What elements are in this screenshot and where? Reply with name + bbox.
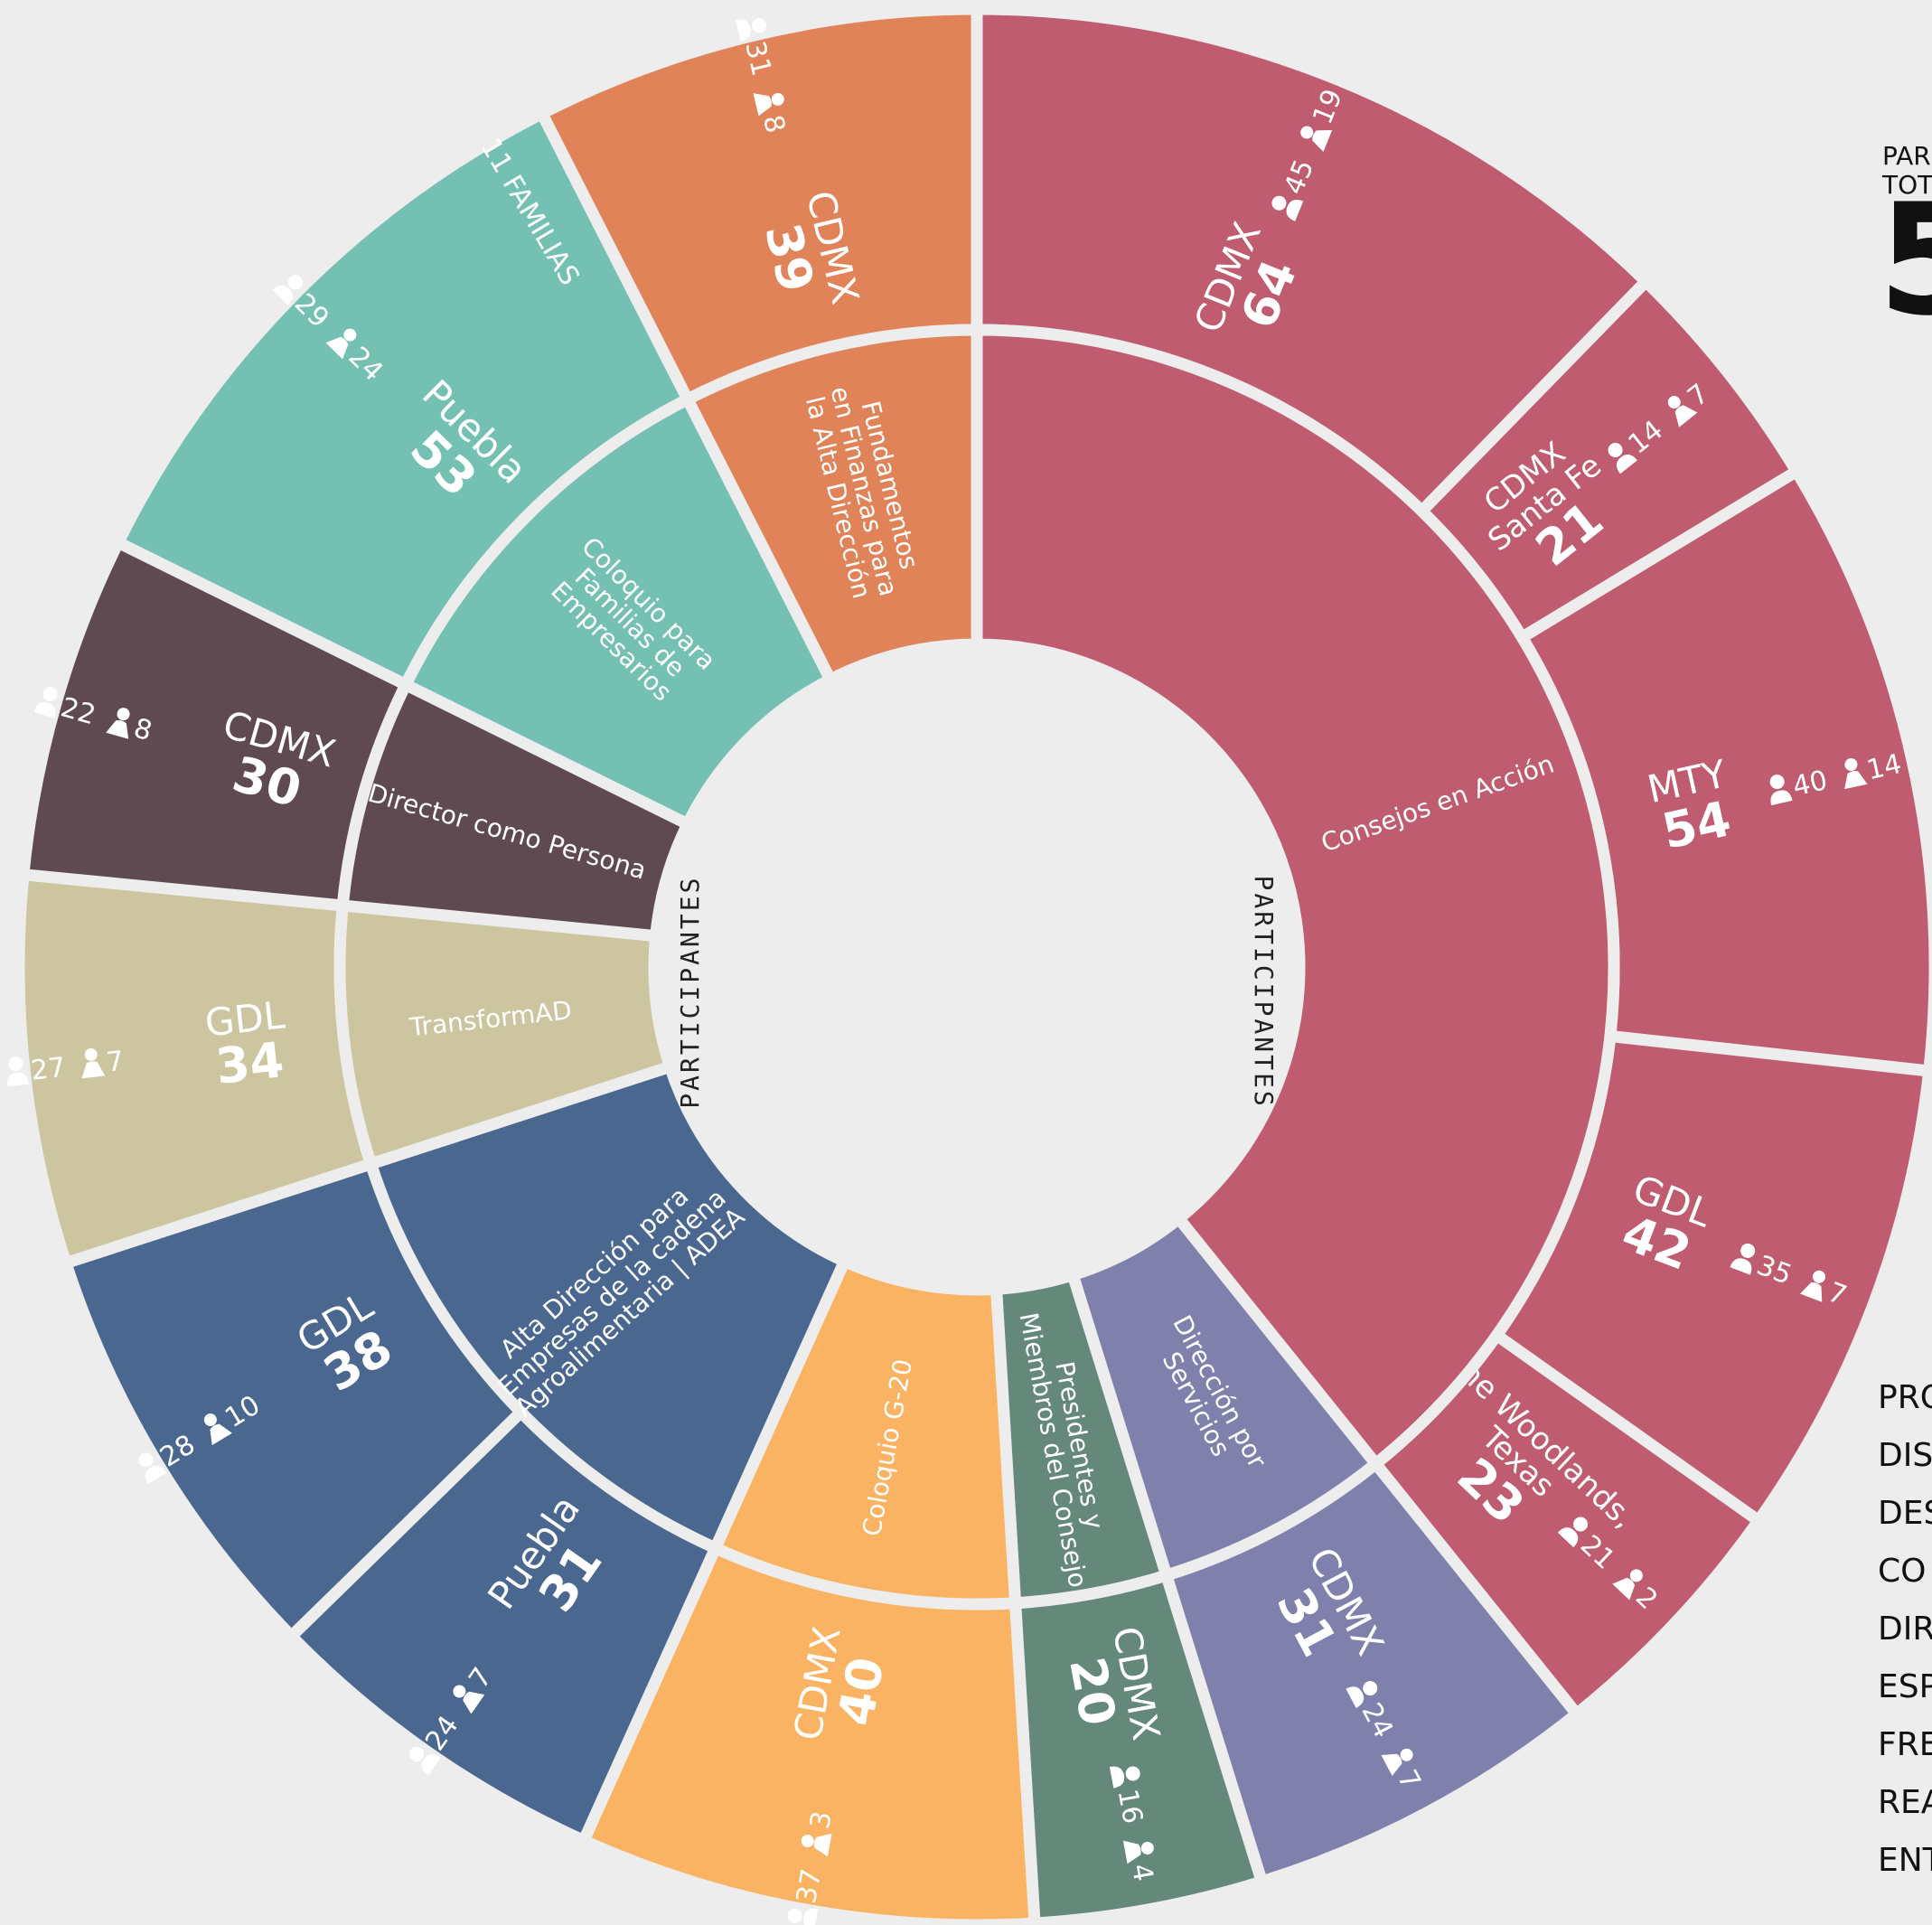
woman-icon-head [1400,1748,1413,1761]
woman-icon-head [203,1413,217,1427]
woman-icon-head [343,328,357,342]
woman-icon-body [1312,129,1333,153]
location-name: GDL [202,992,287,1045]
location-label-group: GDL34 [202,992,293,1096]
man-icon-head [1271,195,1287,211]
woman-icon-head [801,1835,814,1848]
location-value: 34 [212,1031,286,1095]
location-label: CDMX20 [1055,1623,1169,1753]
inner-segment [971,324,1620,1472]
woman-icon-body [106,719,129,739]
woman-icon-body [325,336,349,360]
woman-icon-body [1799,1282,1823,1302]
man-icon-head [8,1056,23,1072]
location-value: 20 [1059,1653,1128,1730]
side-label: PAR [1882,141,1931,171]
man-icon-body [33,702,56,718]
woman-icon-body [1122,1840,1141,1864]
women-count: 7 [105,1046,126,1079]
man-icon-body [1109,1766,1125,1789]
inner-segment [680,324,983,688]
man-icon-head [138,1452,154,1468]
man-icon-head [1363,1681,1378,1696]
counts: 164 [1109,1766,1159,1884]
men-count: 37 [791,1866,828,1906]
man-icon-body [1557,1527,1579,1548]
woman-icon-body [753,93,772,117]
woman-icon-head [84,1047,98,1061]
man-icon-body [1346,1686,1365,1708]
man-icon-head [1608,443,1623,458]
man-icon-body [1770,790,1793,806]
woman-icon-head [1300,126,1314,139]
legend-item: DES [1878,1495,1932,1532]
women-count: 14 [1864,748,1905,786]
location-value: 40 [827,1653,896,1730]
woman-icon-body [813,1833,832,1857]
woman-icon-head [1813,1270,1826,1283]
man-icon-head [1740,1243,1756,1258]
woman-icon-body [1612,1577,1636,1601]
legend-item: DIS [1878,1437,1932,1474]
woman-icon-head [1844,757,1858,771]
man-icon-body [1730,1258,1752,1275]
counts: 40 14 [1769,748,1905,806]
man-icon-body [421,1754,441,1776]
inner-segment [363,1059,853,1556]
man-icon-head [42,687,58,702]
counts: 27 7 [6,1046,126,1087]
man-icon-body [145,1465,167,1485]
side-value: 5 [1878,171,1932,350]
woman-icon-head [453,1685,466,1698]
woman-icon-head [771,92,784,106]
man-icon-head [787,1908,802,1923]
counts: 373 [787,1808,839,1925]
man-icon-head [1573,1517,1589,1532]
woman-icon-body [1674,405,1698,427]
man-icon-head [1125,1766,1140,1781]
man-icon-head [409,1746,425,1761]
legend-item: CO [1878,1553,1926,1590]
legend-item: REA [1878,1784,1932,1821]
man-icon-body [736,19,751,42]
legend-item: ESP [1878,1668,1932,1705]
man-icon-body [272,285,293,305]
woman-icon-body [1381,1753,1402,1776]
men-count: 40 [1790,765,1831,803]
man-icon-head [1769,775,1785,790]
location-label: GDL34 [202,992,293,1096]
woman-icon-head [117,708,130,721]
legend-item: ENT [1878,1842,1932,1879]
side-label: TOT [1881,170,1932,200]
legend-item: PRO [1878,1379,1932,1416]
woman-icon-head [1629,1569,1643,1582]
man-icon-body [6,1072,29,1087]
location-label-group: CDMX20 [1055,1623,1169,1753]
inner-segment [708,1253,1022,1610]
legend-item: FRE [1878,1726,1932,1763]
men-count: 16 [1111,1787,1149,1826]
center-label: PARTICIPANTES [675,876,705,1109]
inner-segment [398,391,839,832]
woman-icon-body [81,1061,106,1079]
woman-icon-body [463,1691,485,1714]
woman-icon-body [1844,771,1868,790]
men-count: 27 [29,1052,67,1087]
man-icon-head [287,275,303,290]
man-icon-body [1616,454,1637,474]
center-label: PARTICIPANTES [1249,876,1279,1109]
man-icon-head [752,18,767,33]
woman-icon-head [1667,396,1681,409]
woman-icon-head [1140,1841,1154,1855]
woman-icon-body [210,1423,232,1446]
legend-item: DIR [1878,1610,1932,1648]
men-count: 31 [738,38,777,79]
man-icon-body [1286,199,1304,221]
